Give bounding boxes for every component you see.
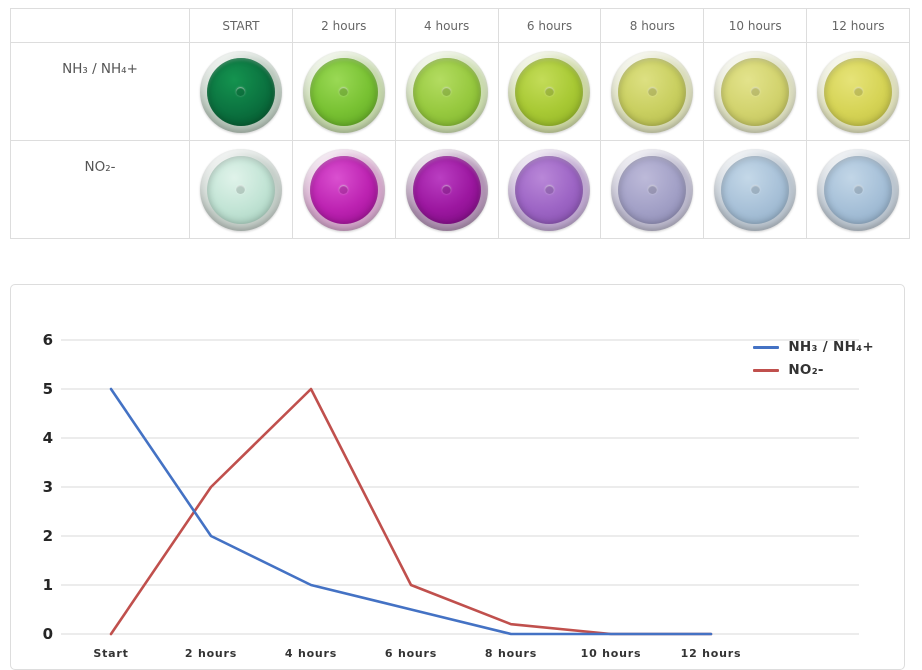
column-header: 8 hours [600, 9, 704, 42]
legend-item-nitrite: NO₂- [753, 362, 824, 378]
y-tick-label: 4 [43, 429, 53, 447]
vial-liquid [412, 155, 481, 224]
vial-cell [497, 140, 601, 238]
vial-center-dot [544, 185, 554, 194]
vial-center-dot [750, 87, 760, 96]
y-tick-label: 1 [43, 576, 53, 594]
column-header: 4 hours [394, 9, 498, 42]
y-tick-label: 6 [43, 331, 53, 349]
vial-cell [189, 42, 292, 140]
row-label: NH₃ / NH₄+ [11, 42, 189, 140]
legend-line-nitrite [753, 368, 780, 372]
legend-item-ammonia: NH₃ / NH₄+ [753, 339, 874, 355]
legend-label-nitrite: NO₂- [788, 362, 824, 378]
vial-liquid [824, 155, 893, 224]
vial-liquid [618, 155, 687, 224]
vial-cell [497, 42, 601, 140]
vial-liquid [824, 57, 893, 126]
test-vial-photo [817, 50, 900, 133]
y-tick-label: 5 [43, 380, 53, 398]
vial-center-dot [236, 185, 246, 194]
vial-cell [291, 140, 395, 238]
vial-cell [394, 42, 498, 140]
vial-liquid [618, 57, 687, 126]
series-line-nitrite [109, 387, 713, 636]
test-vial-photo [302, 50, 385, 133]
x-tick-label: 10 hours [581, 647, 642, 660]
test-vial-photo [199, 148, 282, 231]
test-vial-photo [714, 148, 797, 231]
vial-cell [806, 140, 909, 238]
vial-cell [291, 42, 395, 140]
y-tick-label: 2 [43, 527, 53, 545]
row-label: NO₂- [11, 140, 189, 238]
table-corner-cell [11, 9, 189, 42]
y-tick-label: 3 [43, 478, 53, 496]
vial-center-dot [853, 87, 863, 96]
vial-center-dot [647, 185, 657, 194]
vial-liquid [515, 155, 584, 224]
test-vial-photo [508, 50, 591, 133]
x-tick-label: 8 hours [485, 647, 537, 660]
vial-center-dot [339, 87, 349, 96]
vial-cell [600, 140, 704, 238]
test-vial-photo [611, 50, 694, 133]
column-header: 2 hours [291, 9, 395, 42]
vial-liquid [206, 57, 275, 126]
results-table: START 2 hours 4 hours 6 hours 8 hours 10 hour… [10, 8, 910, 239]
line-chart: 0 1 2 3 4 5 6 Start 2 hours 4 hours 6 hours 8 hours… [43, 331, 859, 660]
vial-liquid [721, 155, 790, 224]
test-vial-photo [714, 50, 797, 133]
x-tick-label: 6 hours [385, 647, 437, 660]
vial-cell [703, 42, 807, 140]
x-tick-label: 4 hours [285, 647, 337, 660]
vial-cell [600, 42, 704, 140]
test-vial-photo [302, 148, 385, 231]
legend-line-ammonia [753, 345, 780, 349]
test-vial-photo [508, 148, 591, 231]
column-header: START [189, 9, 292, 42]
chart-legend: NH₃ / NH₄+ NO₂- [753, 339, 874, 378]
test-vial-photo [817, 148, 900, 231]
column-header: 12 hours [806, 9, 909, 42]
column-header: 10 hours [703, 9, 807, 42]
column-header: 6 hours [497, 9, 601, 42]
test-vial-photo [199, 50, 282, 133]
vial-center-dot [647, 87, 657, 96]
vial-center-dot [339, 185, 349, 194]
test-vial-photo [405, 148, 488, 231]
vial-liquid [515, 57, 584, 126]
vial-cell [394, 140, 498, 238]
vial-cell [806, 42, 909, 140]
vial-center-dot [236, 87, 246, 96]
series-line-ammonia [109, 387, 713, 636]
x-tick-label: 2 hours [185, 647, 237, 660]
test-vial-photo [611, 148, 694, 231]
legend-label-ammonia: NH₃ / NH₄+ [788, 339, 874, 355]
x-tick-label: Start [93, 647, 128, 660]
vial-liquid [412, 57, 481, 126]
vial-center-dot [750, 185, 760, 194]
test-vial-photo [405, 50, 488, 133]
vial-center-dot [442, 87, 452, 96]
vial-center-dot [544, 87, 554, 96]
vial-liquid [206, 155, 275, 224]
vial-liquid [721, 57, 790, 126]
chart-panel: 0 1 2 3 4 5 6 Start 2 hours 4 hours 6 hours 8 hours… [10, 284, 905, 670]
vial-cell [703, 140, 807, 238]
vial-liquid [309, 57, 378, 126]
vial-center-dot [853, 185, 863, 194]
x-tick-label: 12 hours [681, 647, 742, 660]
vial-cell [189, 140, 292, 238]
vial-liquid [309, 155, 378, 224]
y-tick-label: 0 [43, 625, 53, 643]
vial-center-dot [442, 185, 452, 194]
